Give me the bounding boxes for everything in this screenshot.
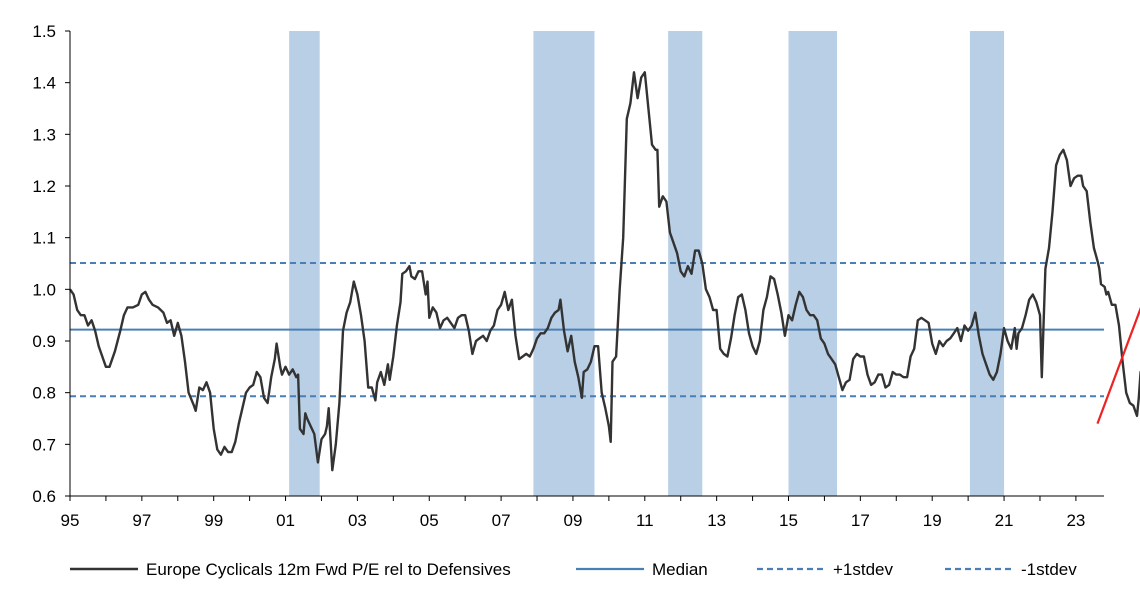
x-tick-label: 99: [204, 511, 223, 530]
x-tick-label: 19: [923, 511, 942, 530]
x-tick-label: 17: [851, 511, 870, 530]
y-tick-label: 1.2: [32, 177, 56, 196]
y-tick-label: 1.1: [32, 229, 56, 248]
x-tick-label: 13: [707, 511, 726, 530]
x-tick-label: 09: [563, 511, 582, 530]
y-tick-label: 1.3: [32, 125, 56, 144]
x-tick-label: 01: [276, 511, 295, 530]
legend-label-1stdev: +1stdev: [833, 560, 894, 579]
y-tick-label: 0.8: [32, 384, 56, 403]
y-tick-label: 1.4: [32, 74, 56, 93]
x-tick-label: 05: [420, 511, 439, 530]
x-tick-label: 07: [492, 511, 511, 530]
annotations: [1096, 306, 1140, 425]
trend-arrow-shaft: [1096, 306, 1140, 425]
x-tick-label: 95: [61, 511, 80, 530]
x-tick-label: 15: [779, 511, 798, 530]
x-tick-label: 11: [636, 511, 654, 530]
y-tick-label: 1.0: [32, 280, 56, 299]
series-line-cyclicals-pe: [69, 71, 1140, 472]
legend-label-median: Median: [652, 560, 708, 579]
y-tick-label: 1.5: [32, 22, 56, 41]
legend-label-europe-cyclicals-12m-fwd-p-e-rel-to-defensives: Europe Cyclicals 12m Fwd P/E rel to Defe…: [146, 560, 511, 579]
series-layer: [69, 71, 1140, 472]
y-tick-label: 0.7: [32, 435, 56, 454]
legend: Europe Cyclicals 12m Fwd P/E rel to Defe…: [70, 560, 1077, 579]
x-tick-label: 03: [348, 511, 367, 530]
legend-label-1stdev: -1stdev: [1021, 560, 1077, 579]
x-tick-label: 21: [995, 511, 1014, 530]
y-tick-label: 0.6: [32, 487, 56, 506]
reference-lines: [70, 261, 1104, 398]
x-tick-label: 23: [1066, 511, 1085, 530]
y-tick-label: 0.9: [32, 332, 56, 351]
axes: 0.6 0.7 0.8 0.9 1.0 1.1 1.2 1.3 1.4 1.5 95 97 99 01 03…: [32, 22, 1104, 530]
x-tick-label: 97: [132, 511, 151, 530]
